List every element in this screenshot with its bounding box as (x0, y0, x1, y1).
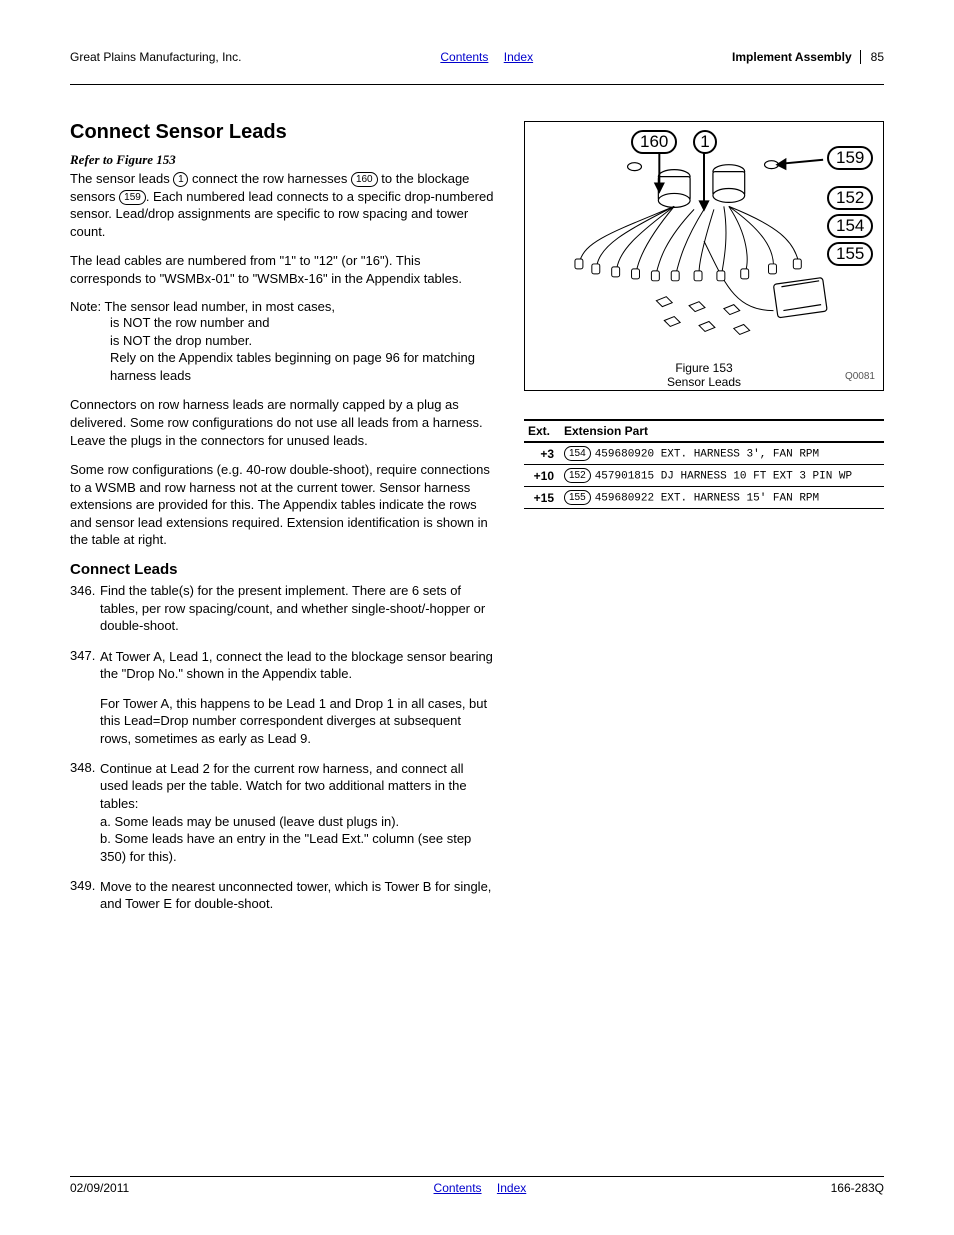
fig-callout-152: 152 (827, 186, 873, 210)
main-content: Connect Sensor Leads Refer to Figure 153… (70, 121, 884, 925)
part-col-header: Extension Part (560, 420, 884, 442)
fig-callout-155: 155 (827, 242, 873, 266)
note-block: Note: The sensor lead number, in most ca… (70, 299, 494, 384)
fig-callout-159: 159 (827, 146, 873, 170)
step-347: 347. At Tower A, Lead 1, connect the lea… (70, 647, 494, 747)
note-line-2: is NOT the row number and (110, 314, 494, 332)
company-name: Great Plains Manufacturing, Inc. (70, 50, 241, 64)
fig-callout-160: 160 (631, 130, 677, 154)
left-column: Connect Sensor Leads Refer to Figure 153… (70, 121, 494, 925)
index-link[interactable]: Index (504, 50, 533, 64)
extension-table: Ext. Extension Part +3 154459680920 EXT.… (524, 419, 884, 509)
table-row: +10 152457901815 DJ HARNESS 10 FT EXT 3 … (524, 465, 884, 487)
step-349: 349. Move to the nearest unconnected tow… (70, 877, 494, 913)
fig-callout-1: 1 (693, 130, 717, 154)
callout-160: 160 (351, 172, 378, 187)
footer-doc: 166-283Q (831, 1181, 884, 1195)
page-number: 85 (860, 50, 884, 64)
figure-caption: Figure 153 Sensor Leads (525, 361, 883, 389)
figure-153: 160 1 159 152 154 155 Q0081 Figure 153 S… (524, 121, 884, 391)
paragraph-2: The lead cables are numbered from "1" to… (70, 252, 494, 287)
ext-col-header: Ext. (524, 420, 560, 442)
contents-link[interactable]: Contents (440, 50, 488, 64)
header-right: Implement Assembly 85 (732, 50, 884, 64)
step-348: 348. Continue at Lead 2 for the current … (70, 759, 494, 865)
table-row: +15 155459680922 EXT. HARNESS 15' FAN RP… (524, 487, 884, 509)
note-body: is NOT the row number and is NOT the dro… (110, 314, 494, 384)
ref-154: 154 (564, 446, 591, 461)
header-nav: Contents Index (434, 50, 539, 64)
paragraph-4: Some row configurations (e.g. 40-row dou… (70, 461, 494, 549)
section-name: Implement Assembly (732, 50, 852, 64)
right-column: 160 1 159 152 154 155 Q0081 Figure 153 S… (524, 121, 884, 925)
refer-line: Refer to Figure 153 (70, 152, 494, 168)
footer-nav: Contents Index (428, 1181, 533, 1195)
page-footer: 02/09/2011 Contents Index 166-283Q (70, 1176, 884, 1195)
callout-1: 1 (173, 172, 188, 187)
figure-label: Figure 153 (525, 361, 883, 375)
table-row: +3 154459680920 EXT. HARNESS 3', FAN RPM (524, 442, 884, 465)
callout-159: 159 (119, 190, 146, 205)
paragraph-3: Connectors on row harness leads are norm… (70, 396, 494, 449)
steps-list: 346. Find the table(s) for the present i… (70, 582, 494, 913)
ref-152: 152 (564, 468, 591, 483)
note-line-4: Rely on the Appendix tables beginning on… (110, 349, 494, 384)
page-header: Great Plains Manufacturing, Inc. Content… (70, 50, 884, 64)
footer-index-link[interactable]: Index (497, 1181, 526, 1195)
subheading: Connect Leads (70, 561, 494, 578)
step-346: 346. Find the table(s) for the present i… (70, 582, 494, 635)
footer-contents-link[interactable]: Contents (434, 1181, 482, 1195)
note-line-1: The sensor lead number, in most cases, (104, 299, 335, 314)
fig-callout-154: 154 (827, 214, 873, 238)
figure-title: Sensor Leads (525, 375, 883, 389)
page-title: Connect Sensor Leads (70, 121, 494, 144)
note-line-3: is NOT the drop number. (110, 332, 494, 350)
note-label: Note: (70, 299, 101, 314)
ref-155: 155 (564, 490, 591, 505)
footer-date: 02/09/2011 (70, 1181, 129, 1195)
paragraph-1: The sensor leads 1 connect the row harne… (70, 170, 494, 240)
header-rule (70, 84, 884, 85)
